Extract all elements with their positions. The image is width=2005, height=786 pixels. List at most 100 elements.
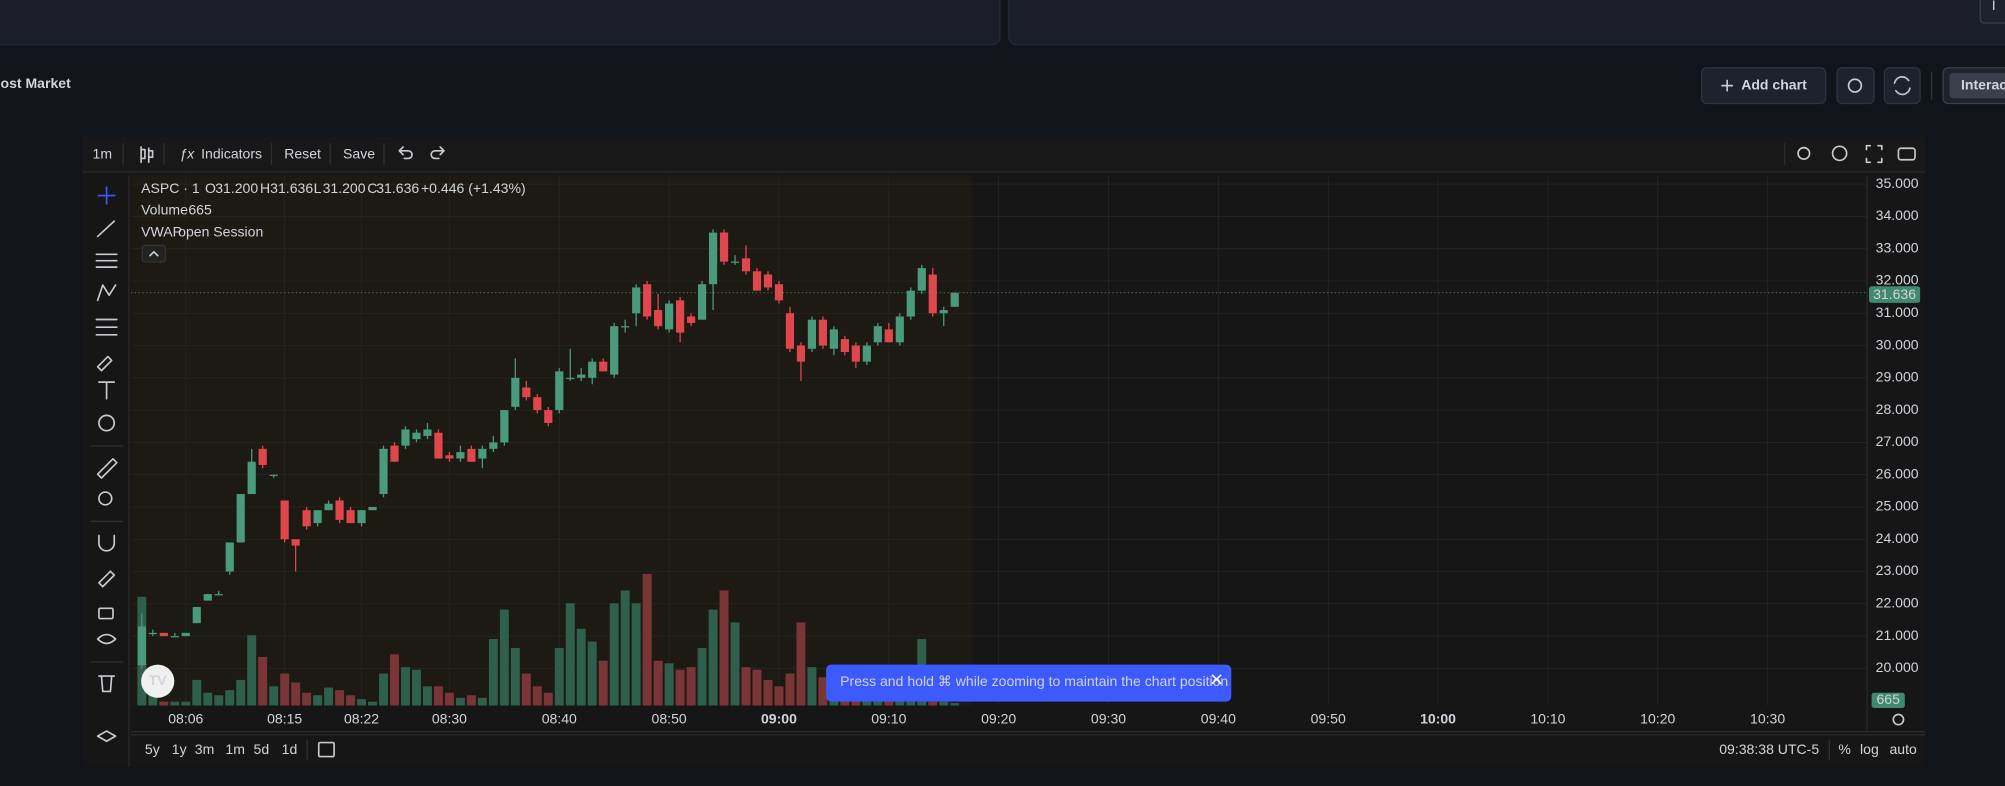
legend-label: VWAP [141,223,182,239]
toast [826,664,1232,702]
legend-value: 31.200 [215,180,258,196]
candle-body [917,268,926,291]
refresh-button[interactable] [1883,67,1921,105]
emoji-tool[interactable] [98,414,116,432]
zoom-icon[interactable] [1797,146,1811,160]
range-button[interactable]: 3m [195,741,215,757]
magnet-tool[interactable] [98,534,116,552]
lock-drawing-tool[interactable] [98,570,116,588]
x-tick-label: 08:40 [542,710,577,726]
x-tick-label: 10:20 [1640,710,1675,726]
candle-body [687,316,696,323]
visibility-tool[interactable] [96,633,117,645]
auto-toggle[interactable]: auto [1889,741,1917,757]
y-tick-label: 20.000 [1876,659,1919,675]
range-button[interactable]: 1m [225,741,245,757]
volume-badge-label: 665 [1876,691,1900,707]
percent-toggle[interactable]: % [1838,741,1851,757]
candle-body [730,261,740,263]
delete-tool[interactable] [98,675,116,693]
candle-body [456,452,465,459]
volume-bar [708,609,718,706]
volume-bar [741,667,751,706]
lock-tool[interactable] [98,607,114,620]
crosshair-tool[interactable] [97,186,116,205]
fullscreen-icon[interactable] [1865,144,1883,164]
candle-body [390,445,399,462]
candle-body [719,232,729,262]
candle-body [137,626,146,666]
pattern-tool[interactable] [96,284,117,302]
text-tool[interactable] [98,381,116,400]
axis-settings-icon[interactable] [1892,713,1905,726]
candle-body [445,455,454,459]
legend-value: 31.636 [270,180,313,196]
redo-button[interactable] [430,146,445,160]
brush-tool[interactable] [96,355,113,372]
x-tick-label: 08:22 [344,710,379,726]
candle-body [807,319,817,349]
ruler-tool[interactable] [96,457,118,479]
logo [141,664,175,698]
candle-body [741,258,751,272]
fib-tool[interactable] [95,253,118,268]
candle-body [379,448,388,495]
candle-body [181,632,190,637]
volume-bar [521,673,531,706]
candle-body [928,274,937,314]
volume-bar [148,692,158,706]
volume-bar [807,667,817,706]
settings-button[interactable] [1836,67,1875,105]
undo-button[interactable] [398,146,413,160]
range-button[interactable]: 5d [254,741,270,757]
volume-bar [950,703,960,706]
x-tick-label: 08:50 [652,710,687,726]
layers-tool[interactable] [96,730,117,743]
volume-badge [1871,692,1905,709]
x-tick-label: 09:30 [1091,710,1126,726]
candle-body [500,410,509,443]
y-tick-label: 24.000 [1876,530,1919,546]
y-tick-label: 32.000 [1876,272,1919,288]
date-range-icon[interactable] [317,741,335,758]
y-tick-label: 22.000 [1876,595,1919,611]
candle-body [478,448,487,459]
legend-label: H [260,180,270,196]
camera-icon[interactable] [1897,147,1916,161]
indicators-button[interactable]: Indicators [201,145,262,161]
collapse-legend-button[interactable] [141,244,167,263]
fx-icon: ƒx [179,145,195,161]
legend-label: O [205,180,216,196]
toast-close[interactable] [1211,674,1222,685]
chart-type-icon[interactable] [140,146,154,164]
y-tick-label: 27.000 [1876,433,1919,449]
candle-body [148,632,157,635]
settings-icon[interactable] [1831,145,1848,162]
add-chart-button[interactable] [1700,67,1827,105]
log-toggle[interactable]: log [1860,741,1879,757]
volume-bar [324,687,334,706]
projection-tool[interactable] [95,318,118,336]
top-panel [0,0,1001,46]
range-button[interactable]: 1d [282,741,298,757]
range-button[interactable]: 5y [145,741,160,757]
zoom-tool[interactable] [98,491,113,506]
y-tick-label: 30.000 [1876,336,1919,352]
candle-body [225,542,234,572]
range-button[interactable]: 1y [172,741,187,757]
y-tick-label: 25.000 [1876,498,1919,514]
volume-bar [302,692,312,706]
candle-body [697,284,707,320]
corner-button[interactable] [1979,0,2005,24]
save-button[interactable]: Save [343,145,375,161]
grid [130,175,1867,706]
candle-body [950,292,959,307]
axes: 20.000 21.000 22.000 23.000 24.000 25.000 26.0… [168,175,1919,726]
trendline-tool[interactable] [96,220,116,238]
interval-button[interactable]: 1m [93,145,113,161]
candle-body [763,274,773,288]
reset-button[interactable]: Reset [284,145,321,161]
candle-body [708,232,718,285]
candle-body [335,500,344,520]
volume-bar [785,673,795,706]
